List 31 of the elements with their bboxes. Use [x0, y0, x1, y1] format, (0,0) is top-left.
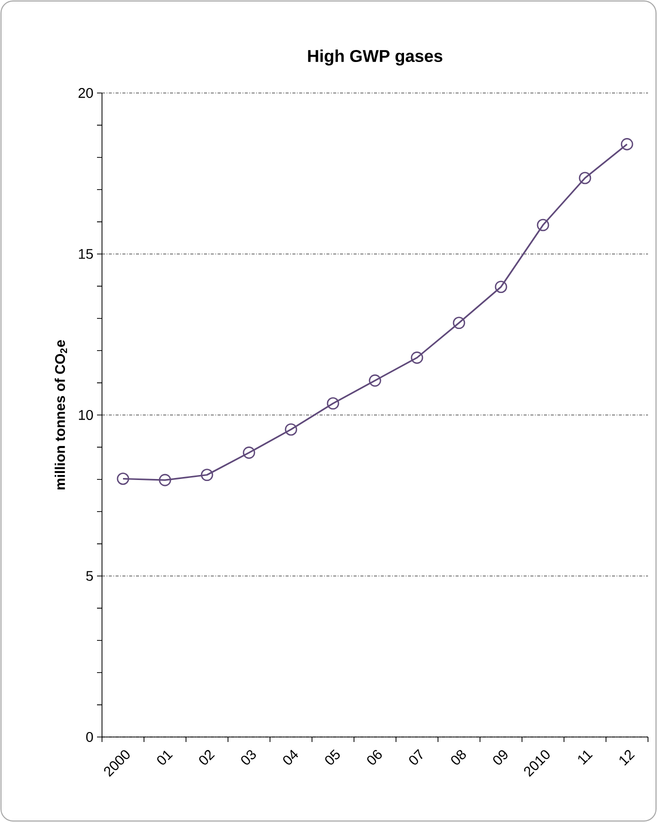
point — [242, 446, 256, 459]
x-tick-label: 01 — [157, 750, 173, 765]
point — [410, 352, 424, 364]
y-tick-label: 15 — [78, 249, 93, 259]
point — [536, 218, 550, 232]
x-tick-label: 03 — [241, 750, 256, 765]
y-tick-label: 20 — [78, 88, 93, 98]
x-tick-label: 06 — [367, 750, 382, 765]
point — [326, 397, 340, 410]
y-axis-title: million tonnes of CO$_{2}$e — [54, 340, 68, 490]
x-tick-label: 07 — [409, 749, 422, 765]
chart-title: High GWP gases — [308, 50, 442, 66]
point — [284, 423, 298, 436]
point — [452, 316, 466, 330]
x-tick-label: 12 — [620, 750, 635, 766]
point — [200, 468, 214, 482]
y-tick-label: 0 — [86, 732, 93, 742]
point — [578, 172, 592, 184]
point — [158, 474, 172, 486]
y-tick-label: 5 — [86, 571, 93, 581]
point — [494, 280, 508, 293]
point — [368, 374, 382, 387]
x-tick-label: 11 — [578, 750, 593, 765]
x-tick-label: 08 — [451, 750, 466, 765]
x-tick-label: 05 — [325, 749, 340, 765]
point — [620, 138, 634, 150]
point — [116, 472, 130, 485]
x-tick-label: 04 — [283, 750, 298, 765]
y-tick-label: 10 — [78, 410, 93, 420]
x-tick-label: 09 — [493, 750, 508, 765]
x-tick-label: 02 — [199, 750, 215, 765]
